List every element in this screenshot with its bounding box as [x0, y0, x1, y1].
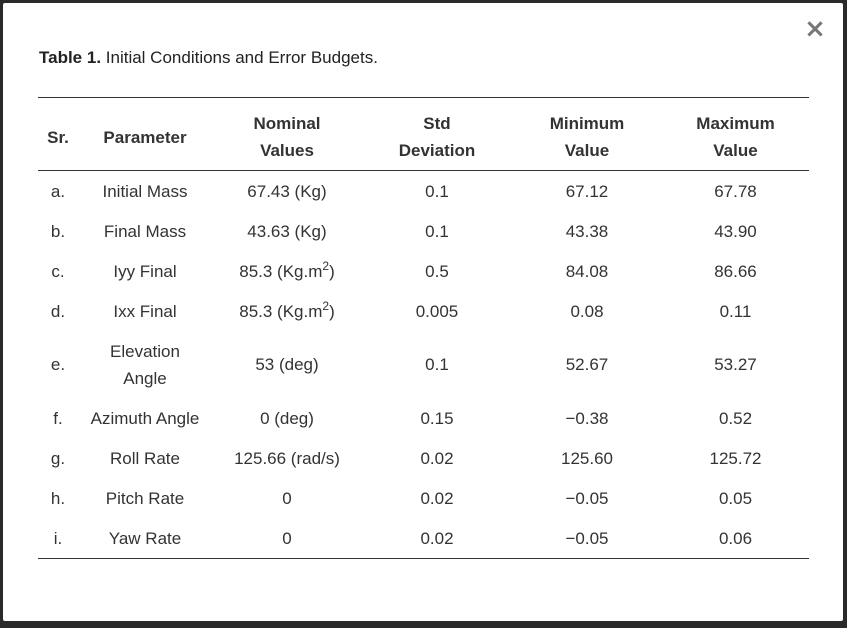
cell-min: 52.67: [565, 355, 609, 374]
cell-std: 0.1: [425, 221, 449, 241]
cell-std: 0.1: [425, 181, 449, 201]
cell-parameter: Roll Rate: [110, 448, 180, 468]
cell-parameter: Iyy Final: [113, 261, 177, 281]
cell-min: 125.60: [561, 448, 613, 468]
cell-max: 0.52: [718, 408, 753, 428]
table-caption: Table 1. Initial Conditions and Error Bu…: [39, 48, 378, 68]
cell-std: 0.02: [420, 448, 454, 468]
cell-min: 67.12: [565, 181, 609, 201]
cell-nominal: 85.3 (Kg.m2): [239, 298, 335, 321]
table-row: c. Iyy Final 85.3 (Kg.m2) 0.5 84.08 86.66: [38, 251, 809, 291]
cell-nominal: 85.3 (Kg.m2): [239, 258, 335, 281]
cell-sr: g.: [50, 448, 66, 468]
table-row: a. Initial Mass 67.43 (Kg) 0.1 67.12 67.78: [38, 171, 809, 212]
error-budget-table: Sr. Parameter Nominal Values Std Deviation…: [38, 97, 809, 559]
cell-parameter: Ixx Final: [113, 301, 177, 321]
cell-sr: e.: [50, 355, 66, 374]
cell-sr: a.: [50, 181, 66, 201]
cell-std: 0.5: [425, 261, 449, 281]
cell-max: 0.11: [719, 301, 752, 321]
cell-std: 0.1: [425, 355, 449, 374]
caption-text: Initial Conditions and Error Budgets.: [101, 48, 378, 67]
cell-nominal: 0: [282, 488, 292, 508]
cell-max: 0.05: [718, 488, 753, 508]
cell-nominal: 0 (deg): [260, 408, 314, 428]
cell-min: −0.38: [565, 408, 609, 428]
superscript: 2: [322, 298, 330, 313]
cell-max: 43.90: [714, 221, 757, 241]
cell-nominal: 53 (deg): [255, 355, 319, 374]
table-dialog: × Table 1. Initial Conditions and Error …: [3, 3, 843, 621]
table-body: a. Initial Mass 67.43 (Kg) 0.1 67.12 67.78 b. F…: [38, 171, 809, 559]
cell-parameter: Pitch Rate: [105, 488, 185, 508]
cell-sr: f.: [53, 408, 63, 428]
caption-label: Table 1.: [39, 48, 102, 67]
header-row: Sr. Parameter Nominal Values Std Deviation…: [38, 97, 809, 171]
cell-nominal: 125.66 (rad/s): [234, 448, 340, 468]
cell-nominal: 43.63 (Kg): [247, 221, 327, 241]
cell-max: 125.72: [709, 448, 762, 468]
table-row: d. Ixx Final 85.3 (Kg.m2) 0.005 0.08 0.11: [38, 291, 809, 331]
cell-min: 43.38: [565, 221, 609, 241]
close-icon[interactable]: ×: [804, 14, 826, 44]
header-maximum: Maximum Value: [696, 114, 775, 160]
cell-max: 53.27: [714, 355, 757, 374]
cell-min: 84.08: [565, 261, 609, 281]
superscript: 2: [322, 258, 330, 273]
table-row: e. Elevation Angle 53 (deg) 0.1 52.67 53.27: [38, 331, 809, 398]
cell-nominal: 67.43 (Kg): [247, 181, 327, 201]
cell-sr: b.: [50, 221, 66, 241]
cell-parameter: Initial Mass: [102, 181, 188, 201]
header-sr: Sr.: [47, 127, 69, 147]
cell-min: 0.08: [570, 301, 604, 321]
cell-std: 0.005: [415, 301, 459, 321]
table-row: g. Roll Rate 125.66 (rad/s) 0.02 125.60 125.7…: [38, 438, 809, 478]
header-parameter: Parameter: [103, 127, 187, 147]
cell-nominal: 0: [282, 528, 292, 548]
table-row: h. Pitch Rate 0 0.02 −0.05 0.05: [38, 478, 809, 518]
cell-min: −0.05: [565, 488, 609, 508]
cell-parameter: Yaw Rate: [108, 528, 182, 548]
cell-max: 67.78: [714, 181, 757, 201]
cell-parameter: Final Mass: [103, 221, 187, 241]
cell-parameter: Azimuth Angle: [90, 408, 200, 428]
cell-parameter: Elevation Angle: [110, 341, 180, 388]
header-nominal: Nominal Values: [253, 114, 321, 160]
cell-std: 0.02: [420, 528, 454, 548]
table-row: i. Yaw Rate 0 0.02 −0.05 0.06: [38, 518, 809, 559]
cell-sr: d.: [50, 301, 66, 321]
header-std-deviation: Std Deviation: [398, 114, 476, 160]
cell-max: 86.66: [714, 261, 757, 281]
table-row: f. Azimuth Angle 0 (deg) 0.15 −0.38 0.52: [38, 398, 809, 438]
cell-sr: i.: [53, 528, 63, 548]
cell-min: −0.05: [565, 528, 609, 548]
cell-max: 0.06: [718, 528, 753, 548]
cell-std: 0.02: [420, 488, 454, 508]
header-minimum: Minimum Value: [549, 114, 625, 160]
cell-sr: c.: [51, 261, 65, 281]
table-row: b. Final Mass 43.63 (Kg) 0.1 43.38 43.90: [38, 211, 809, 251]
cell-std: 0.15: [420, 408, 454, 428]
cell-sr: h.: [50, 488, 66, 508]
